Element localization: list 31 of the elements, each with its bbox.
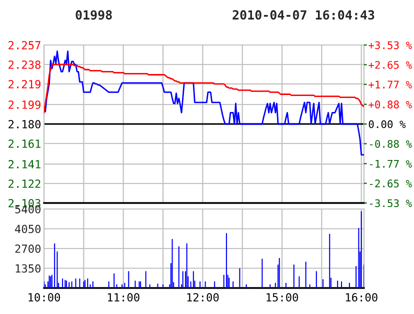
y2-tick-label: -1.77 %: [370, 160, 412, 168]
y2-tick-label: +3.53 %: [368, 41, 412, 50]
y-tick-label: 2.141: [8, 160, 40, 168]
x-tick-label: 15:00: [266, 293, 298, 302]
y-tick-label: 2.238: [8, 60, 41, 69]
line-series: [44, 50, 364, 156]
y-tick-label: 5400: [15, 205, 40, 214]
x-tick-label: 12:00: [187, 293, 219, 302]
chart-subtitle: 2010-04-07 16:04:43: [232, 10, 374, 20]
y2-tick-label: -2.65 %: [370, 180, 412, 188]
y2-tick-label: -3.53 %: [370, 199, 412, 208]
y-tick-label: 4050: [15, 224, 40, 234]
y-tick-label: 2.257: [8, 41, 40, 50]
y-tick-label: 2.103: [8, 199, 40, 208]
line-series: [44, 64, 364, 114]
y2-tick-label: +1.77 %: [368, 80, 412, 88]
y-tick-label: 2.199: [8, 100, 40, 109]
y-tick-label: 2.122: [8, 180, 40, 188]
y2-tick-label: -0.88 %: [370, 140, 412, 148]
y-tick-label: 1350: [16, 264, 40, 273]
y-tick-label: 2.180: [8, 120, 41, 128]
y2-tick-label: +2.65 %: [368, 60, 412, 69]
y2-tick-label: 0.00 %: [368, 120, 406, 128]
x-tick-label: 11:00: [108, 293, 140, 302]
y-tick-label: 2.161: [8, 140, 40, 148]
chart-title: 01998: [76, 10, 112, 20]
y-tick-label: 2700: [15, 244, 40, 253]
y2-tick-label: +0.88 %: [368, 100, 412, 108]
y-tick-label: 2.219: [8, 80, 40, 88]
x-tick-label: 16:00: [346, 293, 378, 302]
x-tick-label: 10:00: [28, 293, 60, 302]
